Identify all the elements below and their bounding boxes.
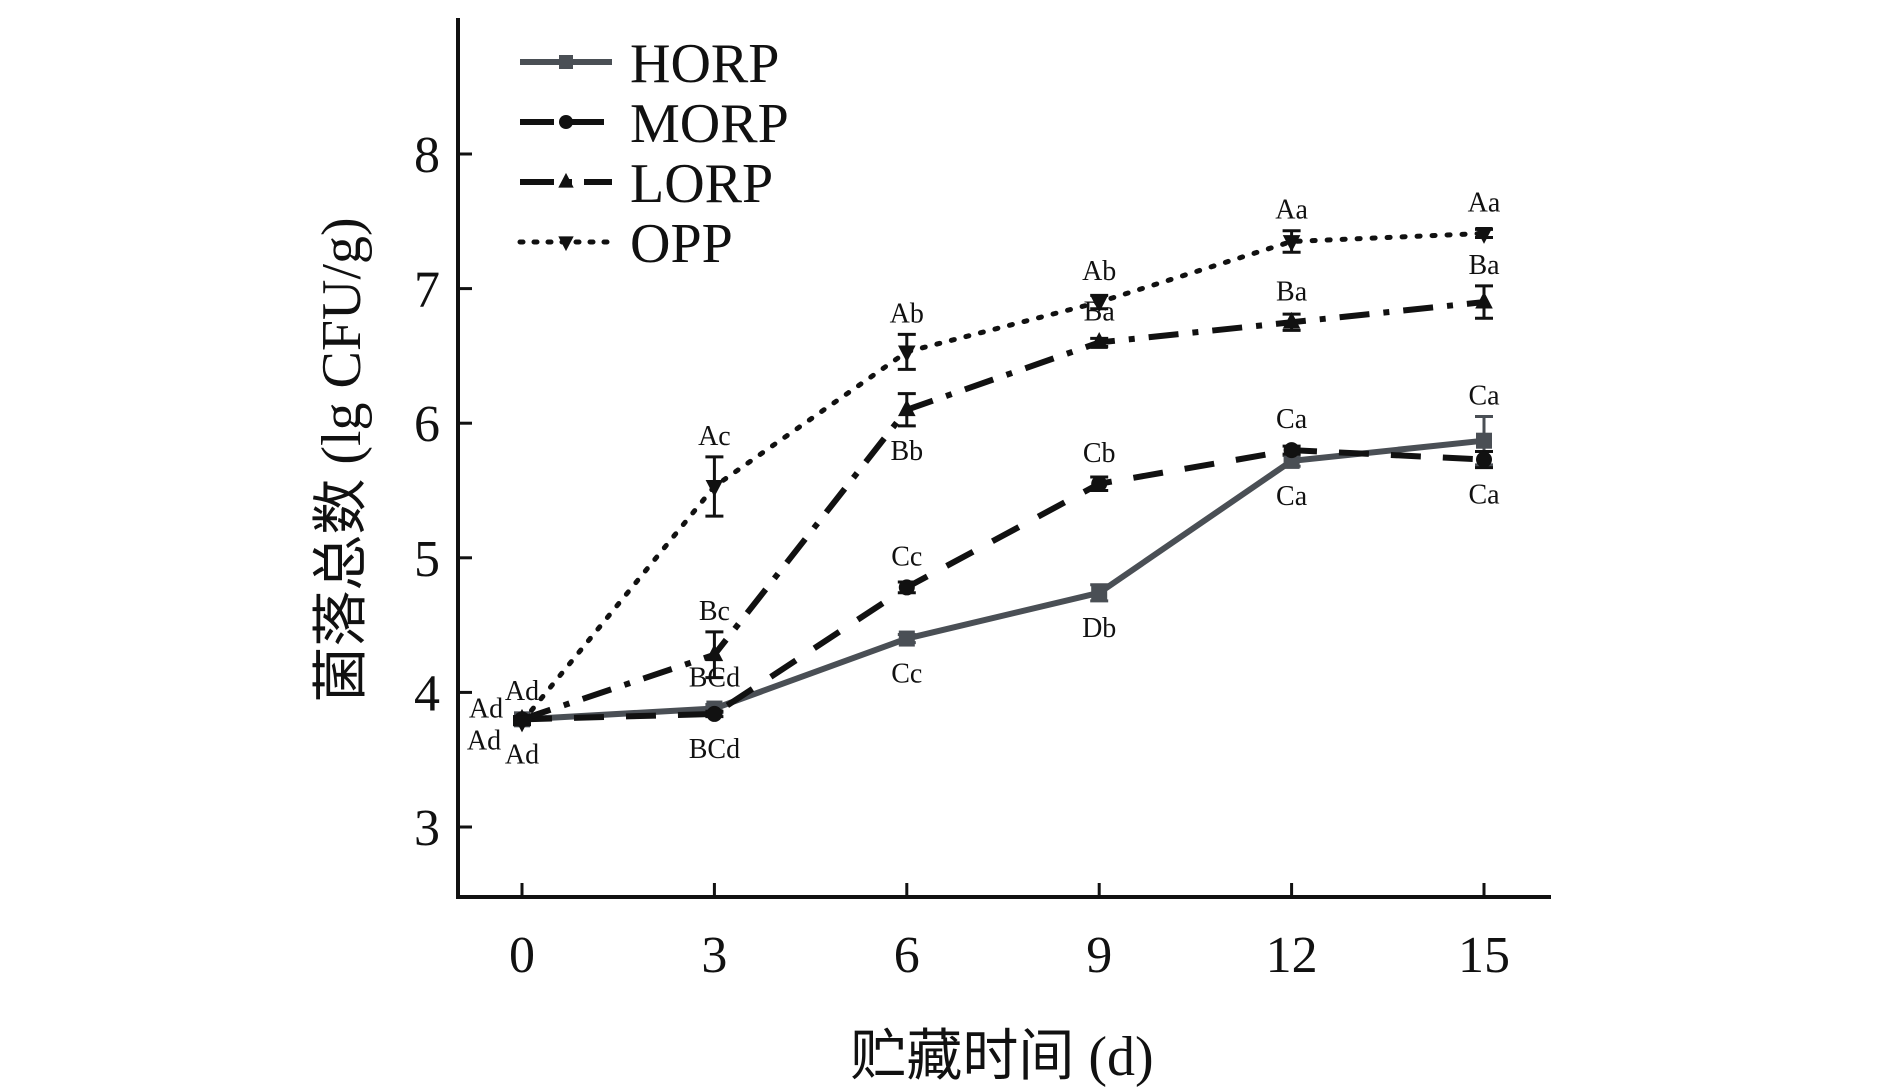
marker-triangle-down [1090,295,1108,313]
y-tick-label: 8 [414,127,440,184]
point-label: Db [1082,613,1116,644]
legend-label: HORP [630,33,779,95]
y-tick-label: 7 [414,262,440,319]
x-tick-label: 0 [509,927,535,984]
marker-triangle-up [898,399,916,417]
marker-triangle-down [898,345,916,363]
marker-circle [1091,475,1108,492]
marker-triangle-up [1475,291,1493,309]
point-label: Ca [1468,380,1500,411]
series-line [521,299,1485,723]
marker-circle [898,579,915,596]
point-label: Aa [1275,195,1308,226]
point-label: Ad [467,725,501,756]
point-label: Ba [1276,276,1308,307]
legend-item-lorp: LORP [520,153,773,215]
marker-circle [1476,451,1492,468]
marker-circle [559,115,573,129]
marker-triangle-up [705,644,724,662]
y-tick-label: 3 [414,800,440,857]
legend-item-opp: OPP [517,213,733,275]
axes: 0 3 6 9 12 15 3 4 5 6 7 8 [414,18,1551,984]
series-lorp: AdBcBbBaBaBa [469,250,1500,726]
legend-item-horp: HORP [520,33,779,95]
series-layer: AdBCdCcDbCaCaAdBCdCcCbCaCaAdBcBbBaBaBaAd… [467,187,1501,770]
y-axis-title: 菌落总数 (lg CFU/g) [311,217,373,702]
point-label: BCd [689,734,740,765]
point-label: Cb [1083,438,1116,469]
marker-square [898,630,915,647]
marker-circle [706,705,723,722]
y-tick-label: 5 [414,531,440,588]
marker-triangle-down [705,480,724,497]
legend-label: OPP [630,213,733,275]
marker-square [1476,432,1492,449]
x-tick-label: 3 [701,927,727,984]
x-axis-title: 贮藏时间 (d) [850,1026,1153,1088]
x-tick-label: 12 [1266,927,1318,984]
legend-label: MORP [630,93,789,155]
marker-triangle-up [1282,311,1301,329]
marker-triangle-down [1282,235,1301,252]
point-label: Ad [469,693,503,724]
point-label: Bb [890,436,923,467]
x-tick-label: 9 [1086,927,1112,984]
point-label: Ca [1276,404,1308,435]
x-tick-label: 6 [894,927,920,984]
marker-square [559,55,573,69]
point-label: Ad [505,676,539,707]
series-line [521,437,1485,723]
y-tick-label: 4 [414,665,440,722]
point-label: Ab [890,298,924,329]
point-label: Cc [891,541,922,572]
marker-triangle-down [1475,227,1493,244]
marker-circle [1283,442,1300,459]
point-label: Ba [1468,250,1500,281]
point-label: Aa [1468,187,1501,218]
point-label: Ab [1082,256,1116,287]
point-label: Ca [1276,481,1308,512]
point-label: Cc [891,659,922,690]
series-line [519,230,1487,725]
marker-triangle-up [558,172,574,188]
series-opp: Ad Ac Ab Ab Aa Aa [505,187,1501,733]
series-horp: Ad BCd Cc Db Ca Ca [505,380,1500,770]
marker-square [1091,584,1108,601]
legend-label: LORP [630,153,773,215]
point-label: Ca [1468,480,1500,511]
point-label: Bc [699,596,730,627]
point-label: Ad [505,739,539,770]
series-line [521,447,1485,723]
series-morp: Ad BCd Cc Cb Ca Ca [467,404,1500,765]
y-tick-label: 6 [414,396,440,453]
legend-item-morp: MORP [520,93,789,155]
marker-triangle-up [1090,332,1108,349]
x-tick-label: 15 [1458,927,1510,984]
point-label: Ac [698,421,731,452]
marker-triangle-down [558,236,574,252]
marker-triangle-down [513,715,531,733]
